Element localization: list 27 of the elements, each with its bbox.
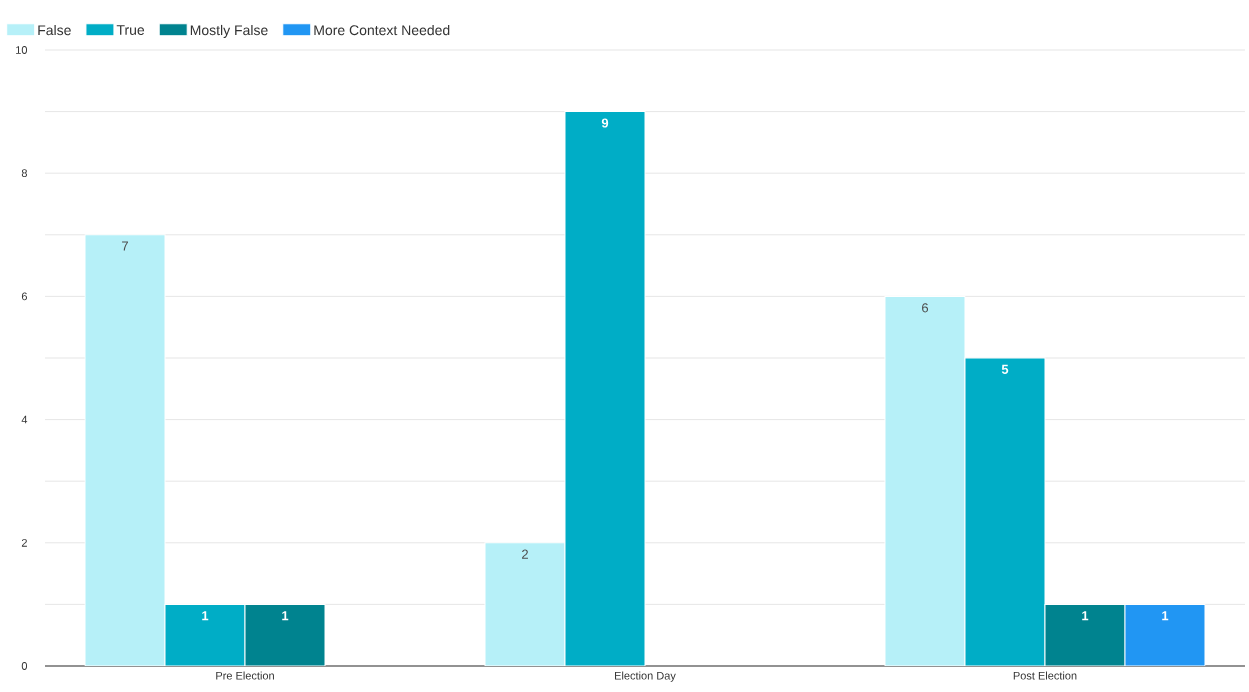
y-tick-label: 6 [21,292,27,301]
bar [244,603,326,666]
data-label: 9 [601,118,609,128]
y-tick-label: 4 [21,415,28,424]
legend-label: More Context Needed [314,24,450,36]
bar [564,111,646,666]
bar [1044,603,1126,666]
y-tick-label: 0 [21,662,28,670]
x-tick-label: Pre Election [216,671,274,680]
data-label: 5 [1001,364,1009,374]
data-label: 1 [282,611,289,621]
y-tick-label: 2 [21,538,27,547]
data-label: 7 [122,241,128,251]
data-label: 1 [1082,611,1089,621]
y-tick-label: 10 [16,46,28,54]
bar [964,357,1046,666]
legend-label: Mostly False [190,24,268,38]
x-tick-label: Election Day [615,671,676,682]
data-label: 1 [202,611,209,621]
x-tick-label: Post Election [1013,671,1077,680]
y-tick-label: 8 [21,169,27,178]
data-label: 2 [522,549,528,559]
legend-label: False [38,24,71,36]
data-label: 1 [1162,611,1169,621]
data-label: 6 [922,303,929,313]
bar [164,603,246,666]
legend-label: True [116,25,145,35]
